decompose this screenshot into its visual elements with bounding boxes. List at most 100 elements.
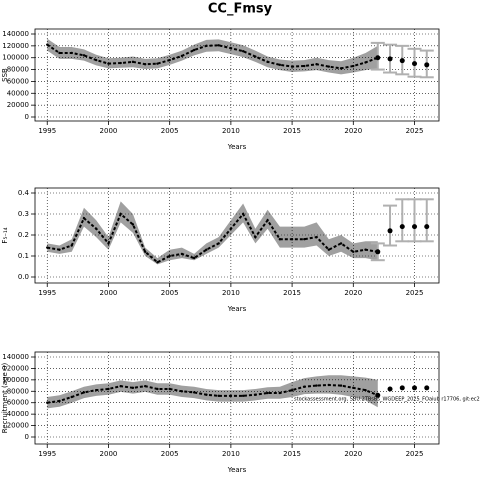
projection-point (387, 56, 393, 62)
estimate-point (119, 212, 122, 216)
estimate-point (315, 63, 318, 66)
estimate-point (217, 242, 220, 245)
estimate-point (95, 388, 98, 392)
x-tick-label: 2015 (283, 450, 301, 458)
confidence-band (47, 201, 378, 265)
estimate-point (119, 384, 122, 388)
estimate-point (327, 383, 331, 387)
y-tick-label: 60000 (7, 399, 29, 407)
y-tick-label: 0.3 (18, 210, 29, 218)
plot-frame (34, 187, 440, 284)
y-tick-label: 0.4 (18, 189, 30, 197)
y-tick-label: 20000 (7, 101, 29, 109)
projection-point (387, 228, 393, 234)
estimate-point (303, 385, 306, 388)
estimate-point (180, 390, 184, 393)
estimate-point (254, 55, 257, 58)
y-tick-label: 0.2 (18, 231, 29, 239)
error-bar (383, 204, 398, 247)
y-tick-label: 0.1 (18, 252, 29, 260)
y-tick-label: 0 (25, 433, 29, 441)
estimate-point (192, 391, 196, 394)
x-tick-label: 2025 (406, 450, 424, 458)
x-tick-label: 2020 (344, 450, 362, 458)
estimate-point (229, 227, 233, 230)
estimate-point (327, 65, 331, 68)
confidence-band (47, 375, 378, 409)
projection-point (412, 224, 418, 230)
estimate-line (46, 43, 379, 70)
estimate-point (352, 250, 355, 253)
estimate-point (70, 244, 73, 247)
estimate-point (278, 238, 282, 241)
estimate-point (46, 43, 49, 46)
estimate-point (82, 217, 86, 220)
x-tick-label: 2025 (406, 127, 424, 135)
estimate-point (82, 391, 86, 394)
x-tick-label: 2005 (161, 450, 179, 458)
estimate-point (229, 47, 233, 50)
estimate-point (339, 384, 343, 387)
estimate-point (339, 242, 343, 245)
x-tick-label: 2015 (283, 127, 301, 135)
y-tick-label: 100000 (2, 376, 29, 384)
projection-point (412, 61, 418, 67)
estimate-point (315, 384, 318, 387)
estimate-point (303, 64, 306, 68)
estimate-point (95, 227, 98, 230)
estimate-point (192, 48, 196, 52)
estimate-point (46, 246, 49, 249)
estimate-point (70, 395, 73, 399)
projection-point (375, 249, 381, 255)
x-tick-label: 2005 (161, 289, 179, 297)
y-axis-label: F₅₋₁₄ (1, 227, 9, 243)
projection-point (424, 385, 430, 391)
estimate-point (241, 212, 245, 216)
y-tick-label: 120000 (2, 42, 29, 50)
estimate-point (278, 63, 282, 67)
estimate-point (143, 250, 147, 253)
x-tick-label: 2015 (283, 289, 301, 297)
estimate-point (303, 238, 306, 241)
y-tick-label: 0 (25, 113, 29, 121)
estimate-point (107, 242, 110, 245)
estimate-point (107, 387, 110, 391)
x-tick-label: 2010 (222, 450, 240, 458)
plot-frame (34, 351, 440, 445)
estimate-point (254, 393, 257, 396)
estimate-point (241, 394, 245, 398)
estimate-point (168, 254, 171, 258)
x-tick-label: 2000 (100, 450, 118, 458)
x-tick-label: 1995 (38, 450, 56, 458)
estimate-point (131, 386, 135, 390)
estimate-point (364, 248, 367, 251)
estimate-point (290, 388, 294, 392)
projection-point (387, 386, 393, 392)
error-bar (407, 198, 422, 243)
estimate-point (107, 62, 110, 65)
y-tick-label: 80000 (7, 66, 29, 74)
x-axis-label: Years (227, 143, 247, 151)
projection-point (424, 224, 430, 230)
x-tick-label: 1995 (38, 127, 56, 135)
x-axis-label: Years (227, 466, 247, 474)
estimate-line (47, 212, 378, 264)
estimate-point (131, 60, 135, 64)
estimate-point (278, 391, 282, 395)
projection-point (375, 55, 381, 61)
y-tick-label: 0.0 (18, 273, 29, 281)
estimate-point (58, 399, 61, 403)
estimate-point (156, 62, 159, 65)
estimate-point (266, 219, 269, 222)
y-tick-label: 60000 (7, 77, 29, 85)
estimate-point (290, 238, 294, 241)
estimate-point (205, 248, 208, 251)
projection-point (399, 385, 405, 391)
estimate-point (352, 64, 355, 68)
x-tick-label: 1995 (38, 289, 56, 297)
estimate-point (364, 61, 367, 64)
estimate-point (266, 391, 269, 395)
estimate-point (217, 394, 220, 398)
error-bar (419, 198, 434, 243)
